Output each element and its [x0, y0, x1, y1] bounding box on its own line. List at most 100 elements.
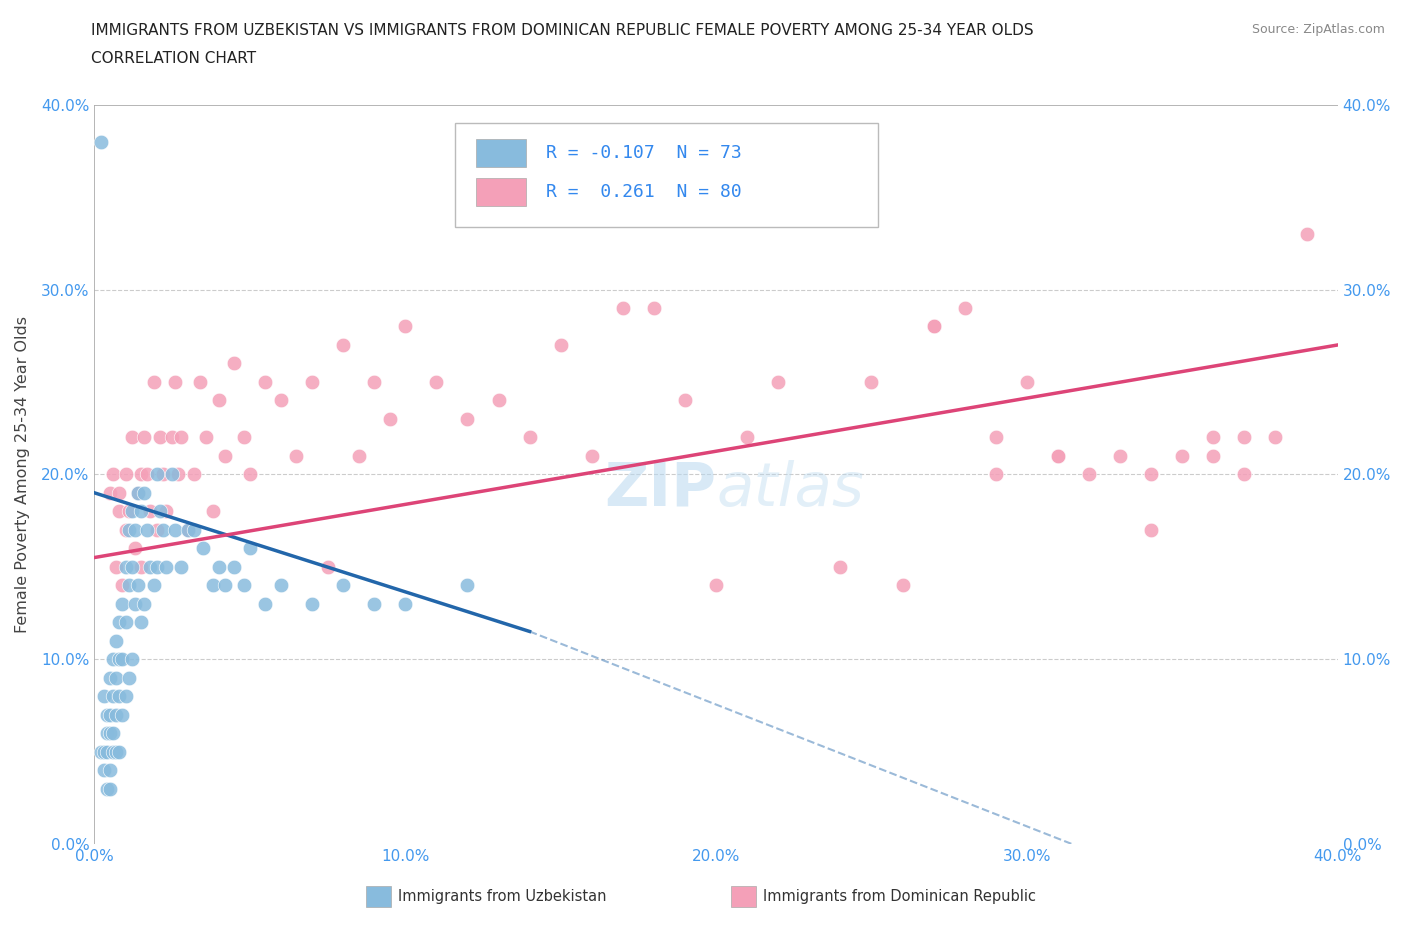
Point	[1046, 448, 1069, 463]
Point	[134, 430, 156, 445]
Text: R =  0.261  N = 80: R = 0.261 N = 80	[546, 183, 741, 201]
Point	[363, 596, 385, 611]
Point	[165, 375, 187, 390]
Point	[239, 467, 262, 482]
Point	[160, 430, 183, 445]
Point	[332, 578, 354, 592]
Point	[301, 375, 323, 390]
Point	[550, 338, 572, 352]
Point	[316, 559, 339, 574]
Point	[105, 559, 128, 574]
Point	[111, 707, 134, 722]
Point	[488, 393, 510, 408]
Point	[108, 744, 131, 759]
Point	[118, 523, 141, 538]
Point	[108, 485, 131, 500]
Text: atlas: atlas	[716, 459, 863, 519]
Point	[214, 578, 236, 592]
Point	[208, 559, 231, 574]
Point	[121, 504, 143, 519]
Point	[96, 725, 118, 740]
Point	[127, 485, 149, 500]
Point	[96, 781, 118, 796]
Point	[363, 375, 385, 390]
Point	[160, 467, 183, 482]
Point	[1233, 467, 1256, 482]
Point	[673, 393, 696, 408]
Point	[121, 652, 143, 667]
Point	[1202, 430, 1225, 445]
Point	[183, 467, 205, 482]
Point	[136, 523, 159, 538]
Point	[612, 300, 634, 315]
Point	[183, 523, 205, 538]
Point	[152, 523, 174, 538]
Text: Immigrants from Uzbekistan: Immigrants from Uzbekistan	[398, 889, 606, 904]
Point	[145, 467, 167, 482]
Point	[1015, 375, 1038, 390]
Point	[145, 559, 167, 574]
Point	[177, 523, 200, 538]
Point	[101, 725, 124, 740]
Point	[224, 559, 246, 574]
Point	[129, 504, 152, 519]
Point	[704, 578, 727, 592]
Point	[254, 596, 277, 611]
Text: CORRELATION CHART: CORRELATION CHART	[91, 51, 256, 66]
Point	[111, 596, 134, 611]
Point	[98, 725, 121, 740]
Point	[93, 744, 115, 759]
Point	[735, 430, 758, 445]
Point	[1046, 448, 1069, 463]
Text: Immigrants from Dominican Republic: Immigrants from Dominican Republic	[763, 889, 1036, 904]
Point	[96, 707, 118, 722]
Point	[149, 504, 172, 519]
Point	[124, 541, 146, 556]
Point	[953, 300, 976, 315]
Point	[167, 467, 190, 482]
Point	[1140, 523, 1163, 538]
Point	[101, 652, 124, 667]
Point	[922, 319, 945, 334]
Point	[101, 744, 124, 759]
Point	[105, 671, 128, 685]
Point	[232, 578, 254, 592]
Text: R = -0.107  N = 73: R = -0.107 N = 73	[546, 144, 741, 162]
Point	[155, 559, 177, 574]
Point	[193, 541, 215, 556]
Point	[239, 541, 262, 556]
Point	[111, 578, 134, 592]
Point	[98, 707, 121, 722]
Text: IMMIGRANTS FROM UZBEKISTAN VS IMMIGRANTS FROM DOMINICAN REPUBLIC FEMALE POVERTY : IMMIGRANTS FROM UZBEKISTAN VS IMMIGRANTS…	[91, 23, 1033, 38]
Point	[114, 467, 136, 482]
Point	[108, 615, 131, 630]
Point	[232, 430, 254, 445]
Point	[127, 485, 149, 500]
Point	[254, 375, 277, 390]
Point	[90, 744, 112, 759]
Point	[285, 448, 308, 463]
Point	[139, 504, 162, 519]
Point	[101, 467, 124, 482]
Point	[201, 504, 224, 519]
Point	[347, 448, 370, 463]
Point	[108, 504, 131, 519]
Point	[1078, 467, 1101, 482]
Point	[101, 689, 124, 704]
Y-axis label: Female Poverty Among 25-34 Year Olds: Female Poverty Among 25-34 Year Olds	[15, 316, 30, 632]
Point	[170, 430, 193, 445]
Point	[108, 689, 131, 704]
Point	[766, 375, 789, 390]
Point	[124, 596, 146, 611]
Point	[456, 578, 478, 592]
Point	[118, 504, 141, 519]
Point	[93, 763, 115, 777]
Point	[98, 671, 121, 685]
Point	[114, 615, 136, 630]
Point	[136, 467, 159, 482]
Point	[134, 596, 156, 611]
Point	[149, 430, 172, 445]
Point	[111, 652, 134, 667]
Point	[1295, 227, 1317, 242]
Point	[121, 559, 143, 574]
